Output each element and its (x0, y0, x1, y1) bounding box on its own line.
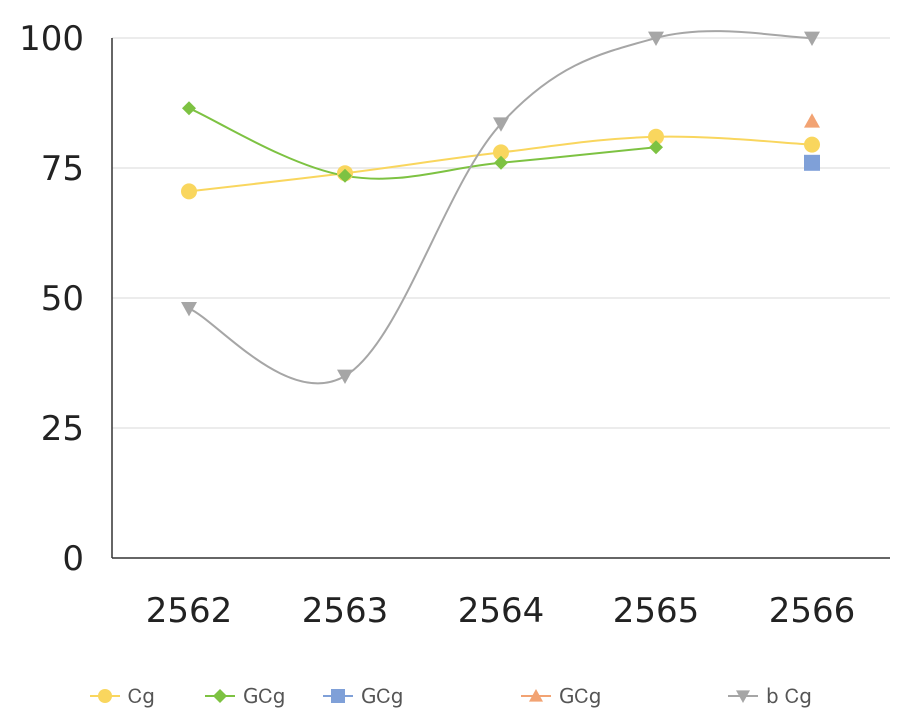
y-tick-label: 75 (41, 149, 84, 189)
x-tick-label: 2564 (458, 591, 545, 631)
data-point (493, 117, 509, 132)
x-tick-label: 2563 (302, 591, 389, 631)
legend-marker (98, 689, 112, 703)
x-tick-label: 2566 (769, 591, 856, 631)
y-axis-ticks: 0 25 50 75 100 (19, 19, 84, 579)
data-point (494, 155, 508, 170)
legend-label: b Ꮯg (766, 684, 812, 708)
series-line (188, 30, 813, 385)
legend-label: GᏟg (361, 684, 403, 708)
legend-marker (529, 689, 543, 702)
data-point (804, 113, 820, 128)
x-tick-label: 2562 (146, 591, 233, 631)
series-lines (188, 30, 813, 385)
data-point (337, 369, 353, 384)
data-point (181, 183, 197, 200)
data-point (338, 168, 352, 183)
data-point (181, 302, 197, 317)
x-tick-label: 2565 (613, 591, 700, 631)
y-tick-label: 25 (41, 409, 84, 449)
series-line (188, 107, 657, 180)
y-tick-label: 50 (41, 279, 84, 319)
legend-marker (331, 689, 345, 703)
gridlines (112, 37, 890, 429)
data-point (804, 136, 820, 153)
series-markers (181, 31, 820, 384)
legend-label: Ꮯg (128, 684, 155, 708)
data-point (649, 140, 663, 155)
legend-marker (213, 689, 227, 703)
data-point (804, 154, 820, 171)
legend: Ꮯg GᏟg GᏟg GᏟg b Ꮯg (90, 684, 812, 708)
legend-label: GᏟg (243, 684, 285, 708)
data-point (648, 128, 664, 145)
y-tick-label: 100 (19, 19, 84, 59)
legend-label: GᏟg (559, 684, 601, 708)
y-tick-label: 0 (62, 539, 84, 579)
x-axis-ticks: 2562 2563 2564 2565 2566 (146, 591, 856, 631)
data-point (182, 101, 196, 116)
data-point (648, 31, 664, 46)
data-point (804, 31, 820, 46)
legend-marker (736, 690, 750, 703)
data-point (493, 144, 509, 161)
axes (111, 38, 890, 559)
